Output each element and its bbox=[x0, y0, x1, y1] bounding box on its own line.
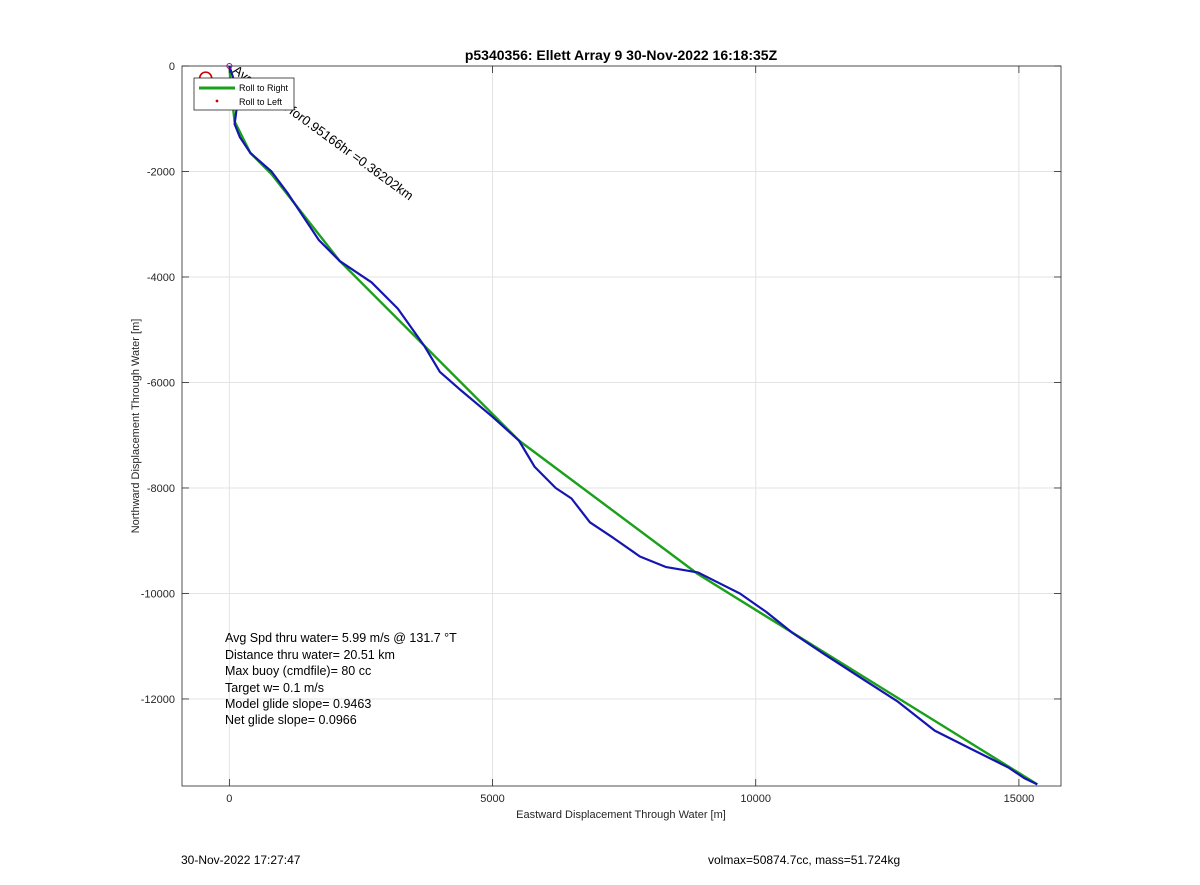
axis-layer: 0 5000 10000 15000 0 -2000 -4000 -6000 -8000 -100… bbox=[141, 61, 1062, 805]
y-tick-label: -4000 bbox=[147, 272, 175, 284]
y-tick-label: 0 bbox=[169, 61, 175, 73]
stat-target-w: Target w= 0.1 m/s bbox=[225, 681, 324, 695]
footer-timestamp: 30-Nov-2022 17:27:47 bbox=[181, 853, 301, 867]
legend-box bbox=[193, 77, 295, 111]
x-tick-label: 10000 bbox=[740, 793, 771, 805]
y-tick-label: -12000 bbox=[141, 694, 175, 706]
y-tick-label: -2000 bbox=[147, 166, 175, 178]
x-tick-label: 15000 bbox=[1004, 793, 1035, 805]
stat-max-buoy: Max buoy (cmdfile)= 80 cc bbox=[225, 664, 371, 678]
x-tick-label: 5000 bbox=[480, 793, 504, 805]
stat-model-glide: Model glide slope= 0.9463 bbox=[225, 697, 371, 711]
x-tick-label: 0 bbox=[226, 793, 232, 805]
x-axis-label: Eastward Displacement Through Water [m] bbox=[516, 809, 726, 821]
legend-label-roll-right: Roll to Right bbox=[239, 83, 289, 93]
legend-swatch-roll-left bbox=[215, 99, 219, 103]
series-line-2 bbox=[228, 65, 1038, 786]
stats-block: Avg Spd thru water= 5.99 m/s @ 131.7 °T … bbox=[225, 631, 457, 727]
footer-mass-info: volmax=50874.7cc, mass=51.724kg bbox=[708, 853, 901, 867]
legend-label-roll-left: Roll to Left bbox=[239, 97, 283, 107]
stat-net-glide: Net glide slope= 0.0966 bbox=[225, 713, 357, 727]
plot-frame bbox=[181, 65, 1062, 787]
y-tick-label: -10000 bbox=[141, 588, 175, 600]
y-tick-label: -6000 bbox=[147, 377, 175, 389]
legend: Roll to Right Roll to Left bbox=[193, 77, 295, 111]
y-tick-label: -8000 bbox=[147, 483, 175, 495]
chart-title: p5340356: Ellett Array 9 30-Nov-2022 16:… bbox=[465, 47, 778, 63]
y-axis-label: Northward Displacement Through Water [m] bbox=[130, 319, 142, 534]
stat-distance: Distance thru water= 20.51 km bbox=[225, 648, 395, 662]
stat-avg-speed: Avg Spd thru water= 5.99 m/s @ 131.7 °T bbox=[225, 631, 457, 645]
